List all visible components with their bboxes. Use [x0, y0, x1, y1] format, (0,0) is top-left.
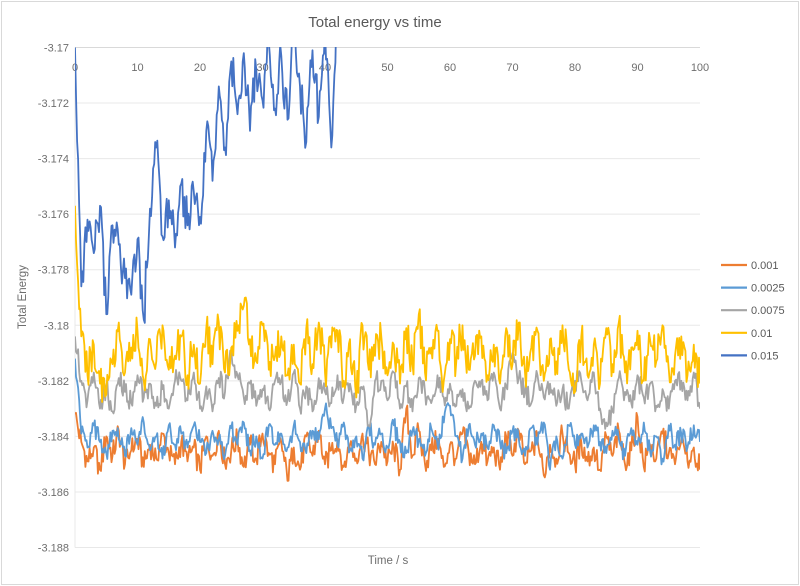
legend-label: 0.0075 — [751, 305, 785, 317]
y-tick-label: -3.176 — [38, 209, 69, 221]
series-line-0.015[interactable] — [75, 0, 338, 324]
legend-item-0.015[interactable]: 0.015 — [721, 350, 779, 362]
y-tick-label: -3.178 — [38, 265, 69, 277]
series-line-0.001[interactable] — [75, 404, 700, 482]
legend-item-0.01[interactable]: 0.01 — [721, 328, 772, 340]
plot-area[interactable] — [75, 0, 700, 482]
legend-label: 0.001 — [751, 260, 779, 272]
legend-item-0.0025[interactable]: 0.0025 — [721, 283, 785, 295]
x-tick-label: 100 — [691, 62, 709, 74]
y-tick-label: -3.17 — [44, 43, 69, 55]
x-tick-label: 40 — [319, 62, 331, 74]
gridlines — [74, 47, 700, 548]
y-axis-title[interactable]: Total Energy — [17, 265, 29, 329]
legend-item-0.0075[interactable]: 0.0075 — [721, 305, 785, 317]
chart-title[interactable]: Total energy vs time — [308, 14, 441, 31]
series-line-0.0075[interactable] — [75, 336, 700, 430]
series-line-0.01[interactable] — [75, 205, 700, 403]
x-axis-title[interactable]: Time / s — [368, 555, 409, 567]
y-tick-label: -3.184 — [38, 431, 69, 443]
x-tick-label: 90 — [631, 62, 643, 74]
y-tick-label: -3.18 — [44, 320, 69, 332]
x-tick-label: 80 — [569, 62, 581, 74]
y-tick-label: -3.174 — [38, 154, 69, 166]
y-axis-tick-labels: -3.17 -3.172 -3.174 -3.176 -3.178 -3.18 -3.182… — [38, 43, 69, 555]
x-tick-label: 50 — [381, 62, 393, 74]
legend-label: 0.0025 — [751, 283, 785, 295]
legend-label: 0.015 — [751, 350, 779, 362]
y-tick-label: -3.188 — [38, 543, 69, 555]
legend-label: 0.01 — [751, 328, 772, 340]
y-tick-label: -3.186 — [38, 487, 69, 499]
legend-item-0.001[interactable]: 0.001 — [721, 260, 779, 272]
x-tick-label: 60 — [444, 62, 456, 74]
x-tick-label: 70 — [506, 62, 518, 74]
y-tick-label: -3.182 — [38, 376, 69, 388]
x-tick-label: 20 — [194, 62, 206, 74]
y-tick-label: -3.172 — [38, 98, 69, 110]
x-axis-tick-labels: 0 10 20 30 40 50 60 70 80 90 100 — [72, 62, 709, 74]
series-line-0.0025[interactable] — [75, 358, 700, 471]
legend: 0.001 0.0025 0.0075 0.01 0.015 — [721, 260, 785, 362]
x-tick-label: 10 — [131, 62, 143, 74]
